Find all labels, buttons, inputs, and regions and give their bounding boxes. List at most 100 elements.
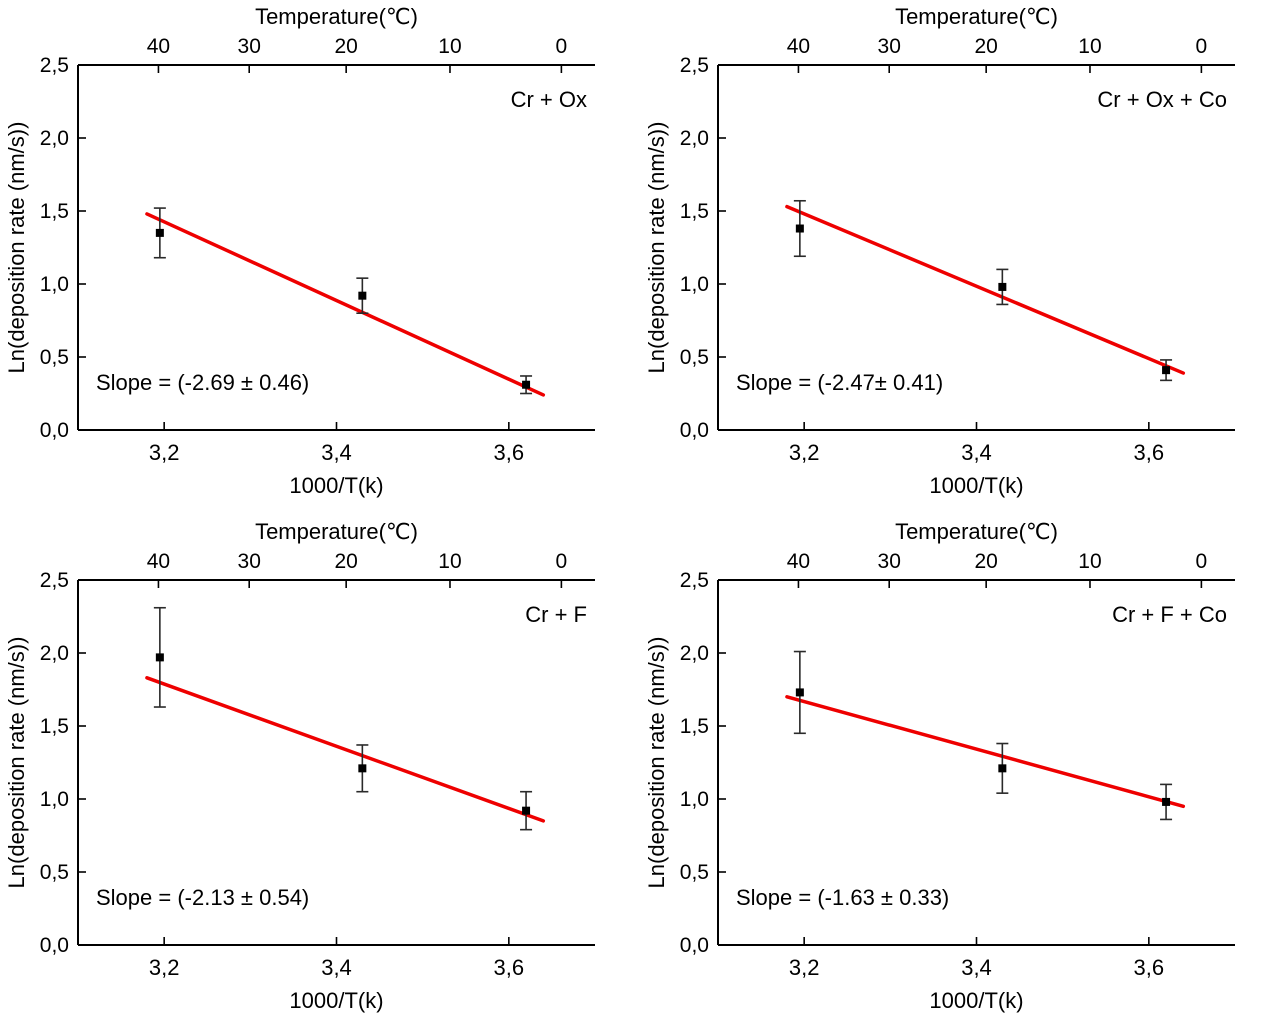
x-axis-title: 1000/T(k)	[929, 473, 1023, 498]
panel-cr-ox: Temperature(℃) 40 30 20 10 0 0,0 0,5 1,0 1,5 2,0 2,…	[0, 0, 640, 515]
top-tick-label: 30	[238, 35, 261, 58]
y-tick-label: 1,0	[680, 788, 709, 811]
top-tick-label: 40	[787, 550, 810, 573]
top-tick-label: 20	[974, 35, 997, 58]
top-tick-label: 30	[878, 550, 901, 573]
y-tick-label: 0,5	[680, 861, 709, 884]
x-tick-label: 3,6	[1134, 955, 1165, 980]
x-tick-label: 3,6	[1134, 440, 1165, 465]
y-tick-label: 1,5	[680, 200, 709, 223]
y-axis-title: Ln(deposition rate (nm/s))	[4, 122, 29, 374]
fit-line	[785, 695, 1186, 809]
top-tick-label: 30	[238, 550, 261, 573]
top-tick-label: 0	[1196, 35, 1208, 58]
top-tick-label: 30	[878, 35, 901, 58]
top-axis-title: Temperature(℃)	[895, 4, 1058, 29]
data-point-marker	[1162, 366, 1171, 375]
chart-cr-f: Temperature(℃) 40 30 20 10 0 0,0 0,5 1,0 1,5 2,0 2,…	[4, 519, 595, 1013]
fit-line	[785, 204, 1186, 375]
panel-cr-f: Temperature(℃) 40 30 20 10 0 0,0 0,5 1,0 1,5 2,0 2,…	[0, 515, 640, 1030]
top-tick-label: 10	[1078, 550, 1101, 573]
y-axis-title: Ln(deposition rate (nm/s))	[644, 637, 669, 889]
top-axis-title: Temperature(℃)	[895, 519, 1058, 544]
data-point-marker	[795, 224, 804, 233]
top-tick-label: 20	[974, 550, 997, 573]
data-point-marker	[155, 653, 164, 662]
x-tick-label: 3,2	[149, 955, 180, 980]
top-axis-title: Temperature(℃)	[255, 519, 418, 544]
y-tick-label: 1,0	[40, 788, 69, 811]
top-tick-label: 20	[334, 550, 357, 573]
y-tick-label: 1,5	[40, 715, 69, 738]
x-tick-label: 3,4	[961, 440, 992, 465]
y-tick-label: 0,0	[40, 934, 69, 957]
fit-line	[145, 212, 546, 397]
data-point-marker	[358, 764, 367, 773]
top-axis-title: Temperature(℃)	[255, 4, 418, 29]
data-point-marker	[155, 228, 164, 237]
slope-annotation: Slope = (-2.69 ± 0.46)	[96, 370, 309, 395]
y-axis-title: Ln(deposition rate (nm/s))	[644, 122, 669, 374]
chart-cr-ox: Temperature(℃) 40 30 20 10 0 0,0 0,5 1,0 1,5 2,0 2,…	[4, 4, 595, 498]
top-tick-label: 40	[147, 35, 170, 58]
data-point-marker	[998, 282, 1007, 291]
data-point-marker	[522, 380, 531, 389]
x-axis-title: 1000/T(k)	[289, 473, 383, 498]
y-tick-label: 2,5	[680, 569, 709, 592]
series-label: Cr + Ox	[511, 87, 587, 112]
chart-cr-f-co: Temperature(℃) 40 30 20 10 0 0,0 0,5 1,0 1,5 2,0 2,…	[644, 519, 1235, 1013]
panel-cr-f-co: Temperature(℃) 40 30 20 10 0 0,0 0,5 1,0 1,5 2,0 2,…	[640, 515, 1280, 1030]
series-label: Cr + Ox + Co	[1097, 87, 1227, 112]
x-axis-title: 1000/T(k)	[289, 988, 383, 1013]
y-axis-title: Ln(deposition rate (nm/s))	[4, 637, 29, 889]
y-tick-label: 2,5	[40, 569, 69, 592]
x-tick-label: 3,2	[789, 955, 820, 980]
data-point-marker	[795, 688, 804, 697]
top-tick-label: 10	[438, 35, 461, 58]
x-axis-title: 1000/T(k)	[929, 988, 1023, 1013]
y-tick-label: 2,5	[680, 54, 709, 77]
top-tick-label: 40	[787, 35, 810, 58]
y-tick-label: 0,0	[680, 934, 709, 957]
fit-line	[145, 676, 546, 823]
x-tick-label: 3,6	[494, 955, 525, 980]
series-label: Cr + F + Co	[1112, 602, 1227, 627]
data-point-marker	[998, 764, 1007, 773]
y-tick-label: 0,5	[40, 346, 69, 369]
x-tick-label: 3,2	[149, 440, 180, 465]
slope-annotation: Slope = (-2.13 ± 0.54)	[96, 885, 309, 910]
top-tick-label: 0	[556, 35, 568, 58]
x-tick-label: 3,4	[961, 955, 992, 980]
x-tick-label: 3,4	[321, 440, 352, 465]
chart-cr-ox-co: Temperature(℃) 40 30 20 10 0 0,0 0,5 1,0 1,5 2,0 2,…	[644, 4, 1235, 498]
y-tick-label: 2,0	[40, 127, 69, 150]
x-tick-label: 3,4	[321, 955, 352, 980]
data-point-marker	[358, 291, 367, 300]
y-tick-label: 2,0	[40, 642, 69, 665]
y-tick-label: 0,0	[40, 419, 69, 442]
slope-annotation: Slope = (-1.63 ± 0.33)	[736, 885, 949, 910]
y-tick-label: 1,5	[680, 715, 709, 738]
y-tick-label: 2,5	[40, 54, 69, 77]
y-tick-label: 2,0	[680, 642, 709, 665]
slope-annotation: Slope = (-2.47± 0.41)	[736, 370, 943, 395]
top-tick-label: 0	[556, 550, 568, 573]
data-point-marker	[1162, 797, 1171, 806]
y-tick-label: 1,0	[40, 273, 69, 296]
panel-cr-ox-co: Temperature(℃) 40 30 20 10 0 0,0 0,5 1,0 1,5 2,0 2,…	[640, 0, 1280, 515]
top-tick-label: 0	[1196, 550, 1208, 573]
top-tick-label: 20	[334, 35, 357, 58]
y-tick-label: 1,0	[680, 273, 709, 296]
series-label: Cr + F	[525, 602, 587, 627]
data-point-marker	[522, 806, 531, 815]
top-tick-label: 10	[438, 550, 461, 573]
y-tick-label: 0,5	[680, 346, 709, 369]
top-tick-label: 10	[1078, 35, 1101, 58]
y-tick-label: 0,5	[40, 861, 69, 884]
y-tick-label: 0,0	[680, 419, 709, 442]
x-tick-label: 3,6	[494, 440, 525, 465]
y-tick-label: 1,5	[40, 200, 69, 223]
top-tick-label: 40	[147, 550, 170, 573]
x-tick-label: 3,2	[789, 440, 820, 465]
